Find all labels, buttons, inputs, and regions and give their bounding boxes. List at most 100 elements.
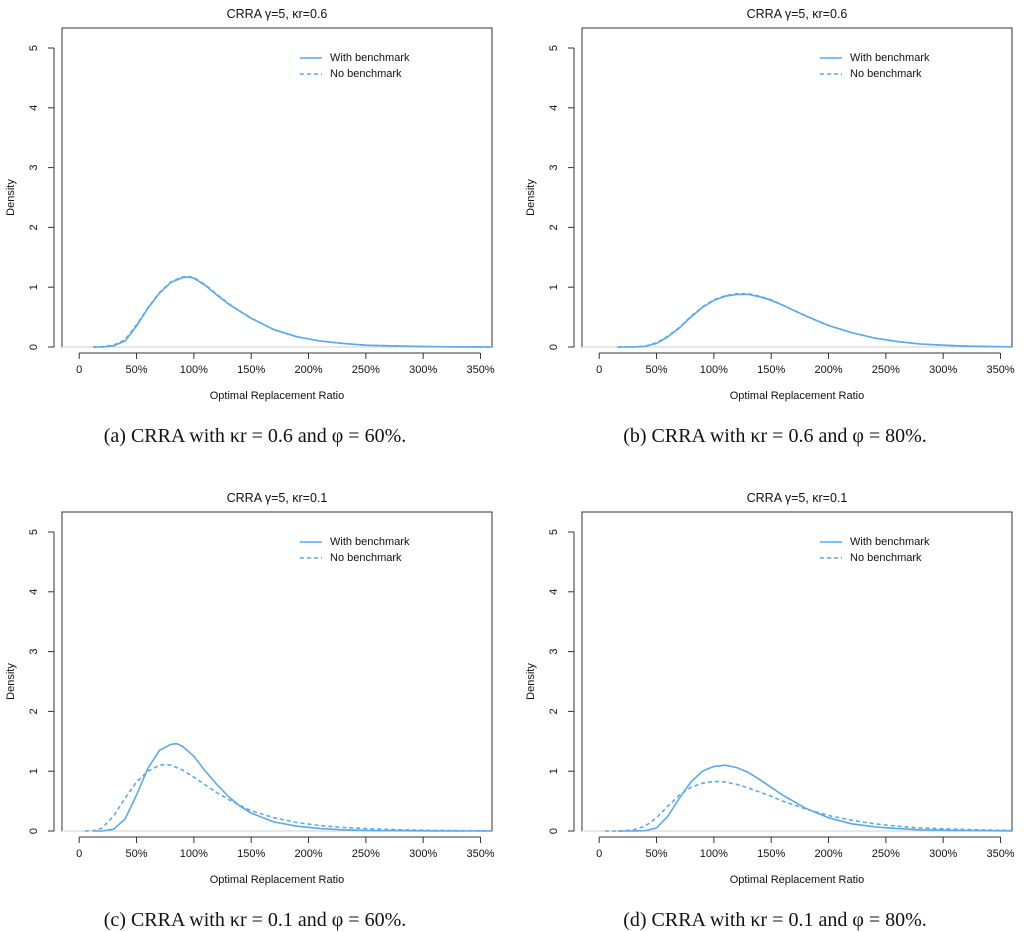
x-tick-label: 300% (409, 364, 437, 376)
y-tick-label: 4 (28, 589, 40, 595)
x-axis-label: Optimal Replacement Ratio (730, 874, 865, 886)
x-tick-label: 200% (294, 364, 322, 376)
legend-label: With benchmark (330, 536, 410, 548)
chart-svg-d: CRRA γ=5, κr=0.1 0 1 2 3 4 5 Density 0 50% 100% 150… (525, 491, 1015, 886)
x-tick-label: 350% (466, 364, 494, 376)
x-tick-label: 250% (872, 848, 900, 860)
chart-svg-c: CRRA γ=5, κr=0.1 0 1 2 3 4 5 Density 0 50% 100% 150… (5, 491, 495, 886)
y-tick-label: 4 (548, 105, 560, 111)
x-tick-label: 50% (646, 848, 668, 860)
series-line-with-benchmark (93, 742, 492, 832)
x-tick-label: 50% (126, 364, 148, 376)
y-axis-label: Density (525, 179, 537, 216)
y-tick-label: 3 (28, 165, 40, 171)
caption-c: (c) CRRA with κr = 0.1 and φ = 60%. (103, 909, 407, 931)
series-line-no-benchmark (604, 780, 1013, 832)
x-tick-label: 200% (294, 848, 322, 860)
x-axis-label: Optimal Replacement Ratio (210, 874, 345, 886)
plot-frame (61, 27, 493, 348)
chart-panel-d: CRRA γ=5, κr=0.1 0 1 2 3 4 5 Density 0 50% 100% 150… (520, 484, 1030, 931)
y-tick-label: 2 (548, 708, 560, 714)
chart-title: CRRA γ=5, κr=0.6 (227, 7, 328, 21)
y-tick-label: 2 (548, 224, 560, 230)
caption-d: (d) CRRA with κr = 0.1 and φ = 80%. (623, 909, 927, 931)
x-tick-label: 50% (126, 848, 148, 860)
y-tick-label: 5 (548, 529, 560, 535)
y-tick-label: 0 (548, 344, 560, 350)
series-line-no-benchmark (617, 293, 1013, 348)
x-tick-label: 200% (814, 364, 842, 376)
series-line-with-benchmark (617, 293, 1013, 348)
x-tick-label: 350% (986, 848, 1014, 860)
x-tick-label: 50% (646, 364, 668, 376)
caption-b: (b) CRRA with κr = 0.6 and φ = 80%. (623, 425, 927, 447)
y-tick-label: 1 (28, 768, 40, 774)
plot-frame (61, 511, 493, 832)
legend-label: With benchmark (850, 536, 930, 548)
y-tick-label: 1 (548, 284, 560, 290)
y-tick-label: 1 (28, 284, 40, 290)
x-tick-label: 0 (76, 364, 82, 376)
y-tick-label: 5 (28, 529, 40, 535)
y-tick-label: 0 (28, 828, 40, 834)
y-axis-label: Density (5, 179, 17, 216)
x-tick-label: 100% (180, 364, 208, 376)
x-tick-label: 0 (596, 364, 602, 376)
chart-panel-a: CRRA γ=5, κr=0.6 0 1 2 3 4 5 Density 0 50% 100% 150… (0, 0, 510, 447)
y-tick-label: 5 (548, 45, 560, 51)
legend-label: No benchmark (330, 68, 402, 80)
x-tick-label: 300% (929, 848, 957, 860)
series-line-with-benchmark (617, 764, 1013, 832)
y-tick-label: 2 (28, 708, 40, 714)
x-tick-label: 100% (700, 848, 728, 860)
x-tick-label: 250% (352, 364, 380, 376)
legend-label: No benchmark (330, 552, 402, 564)
x-tick-label: 0 (596, 848, 602, 860)
x-tick-label: 200% (814, 848, 842, 860)
x-tick-label: 150% (757, 364, 785, 376)
x-tick-label: 150% (757, 848, 785, 860)
y-tick-label: 1 (548, 768, 560, 774)
x-tick-label: 350% (986, 364, 1014, 376)
x-tick-label: 100% (180, 848, 208, 860)
x-tick-label: 100% (700, 364, 728, 376)
y-tick-label: 4 (28, 105, 40, 111)
chart-panel-b: CRRA γ=5, κr=0.6 0 1 2 3 4 5 Density 0 50% 100% 150… (520, 0, 1030, 447)
x-tick-label: 300% (929, 364, 957, 376)
y-tick-label: 0 (28, 344, 40, 350)
x-tick-label: 350% (466, 848, 494, 860)
chart-title: CRRA γ=5, κr=0.1 (747, 491, 848, 505)
x-axis-label: Optimal Replacement Ratio (730, 390, 865, 402)
chart-panel-c: CRRA γ=5, κr=0.1 0 1 2 3 4 5 Density 0 50% 100% 150… (0, 484, 510, 931)
y-tick-label: 2 (28, 224, 40, 230)
legend-label: No benchmark (850, 552, 922, 564)
y-tick-label: 4 (548, 589, 560, 595)
series-line-no-benchmark (84, 763, 493, 832)
x-tick-label: 150% (237, 364, 265, 376)
x-tick-label: 300% (409, 848, 437, 860)
chart-svg-a: CRRA γ=5, κr=0.6 0 1 2 3 4 5 Density 0 50% 100% 150… (5, 7, 495, 402)
series-line-no-benchmark (92, 275, 493, 348)
plot-frame (581, 27, 1013, 348)
y-tick-label: 3 (28, 649, 40, 655)
chart-title: CRRA γ=5, κr=0.6 (747, 7, 848, 21)
y-tick-label: 3 (548, 165, 560, 171)
legend-label: With benchmark (850, 52, 930, 64)
chart-title: CRRA γ=5, κr=0.1 (227, 491, 328, 505)
plot-frame (581, 511, 1013, 832)
x-axis-label: Optimal Replacement Ratio (210, 390, 345, 402)
legend-label: No benchmark (850, 68, 922, 80)
series-line-with-benchmark (93, 276, 493, 348)
y-tick-label: 3 (548, 649, 560, 655)
x-tick-label: 250% (352, 848, 380, 860)
x-tick-label: 150% (237, 848, 265, 860)
legend-label: With benchmark (330, 52, 410, 64)
y-tick-label: 0 (548, 828, 560, 834)
y-tick-label: 5 (28, 45, 40, 51)
x-tick-label: 250% (872, 364, 900, 376)
y-axis-label: Density (5, 663, 17, 700)
y-axis-label: Density (525, 663, 537, 700)
caption-a: (a) CRRA with κr = 0.6 and φ = 60%. (103, 425, 407, 447)
x-tick-label: 0 (76, 848, 82, 860)
chart-svg-b: CRRA γ=5, κr=0.6 0 1 2 3 4 5 Density 0 50% 100% 150… (525, 7, 1015, 402)
